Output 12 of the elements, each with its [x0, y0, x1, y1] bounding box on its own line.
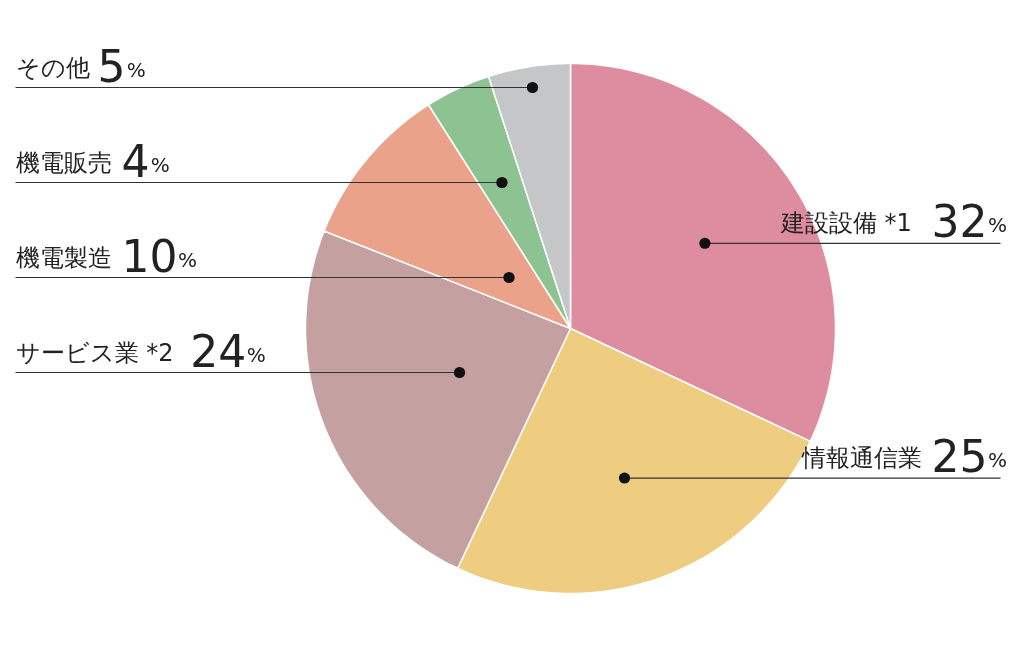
data-label: 10%	[121, 230, 198, 282]
slice-label: 機電製造	[15, 243, 112, 272]
data-label: 32%	[931, 196, 1008, 248]
slice-label: その他	[15, 53, 90, 82]
data-label: 5%	[97, 40, 146, 92]
data-label: 24%	[190, 325, 266, 377]
slice-label: 機電販売	[15, 148, 112, 177]
data-label: 4%	[121, 135, 170, 187]
slice-label: 情報通信業	[800, 444, 922, 473]
slice-label: 建設設備 *1	[779, 209, 912, 238]
data-label: 25%	[931, 431, 1008, 483]
slice-label: サービス業 *2	[15, 338, 174, 367]
